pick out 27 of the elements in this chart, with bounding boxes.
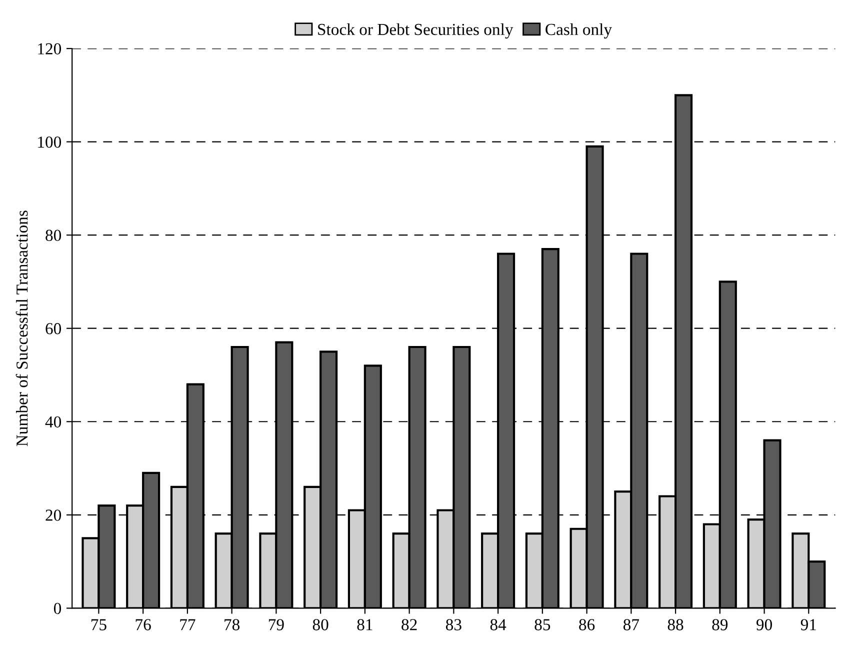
x-tick-label: 82 bbox=[402, 619, 417, 630]
y-tick-label: 80 bbox=[46, 230, 62, 242]
x-tick-label: 79 bbox=[268, 619, 284, 630]
x-tick-label: 90 bbox=[756, 619, 772, 630]
x-tick-label: 86 bbox=[579, 619, 595, 630]
x-tick-label: 78 bbox=[224, 619, 240, 630]
x-tick-label: 83 bbox=[446, 619, 462, 630]
x-tick-label: 75 bbox=[91, 619, 106, 630]
x-tick-label: 81 bbox=[357, 619, 372, 630]
y-tick-label: 40 bbox=[45, 416, 62, 428]
x-tick-label: 84 bbox=[490, 619, 506, 630]
x-tick-label: 85 bbox=[534, 619, 550, 630]
x-tick-label: 77 bbox=[180, 619, 196, 630]
legend-label: Stock or Debt Securities only bbox=[318, 23, 514, 39]
y-tick-label: 100 bbox=[38, 136, 62, 148]
legend-label: Cash only bbox=[546, 23, 612, 39]
x-tick-label: 76 bbox=[136, 619, 151, 630]
y-axis-title: Number of Successful Transactions bbox=[16, 210, 28, 446]
x-tick-label: 91 bbox=[800, 619, 816, 630]
x-tick-label: 88 bbox=[668, 619, 684, 630]
x-tick-label: 80 bbox=[312, 619, 328, 630]
x-tick-label: 89 bbox=[712, 619, 728, 630]
y-tick-label: 20 bbox=[46, 510, 62, 521]
y-tick-label: 60 bbox=[46, 323, 62, 334]
y-tick-label: 120 bbox=[38, 43, 62, 54]
y-tick-label: 0 bbox=[54, 602, 62, 614]
x-tick-label: 87 bbox=[623, 619, 640, 630]
